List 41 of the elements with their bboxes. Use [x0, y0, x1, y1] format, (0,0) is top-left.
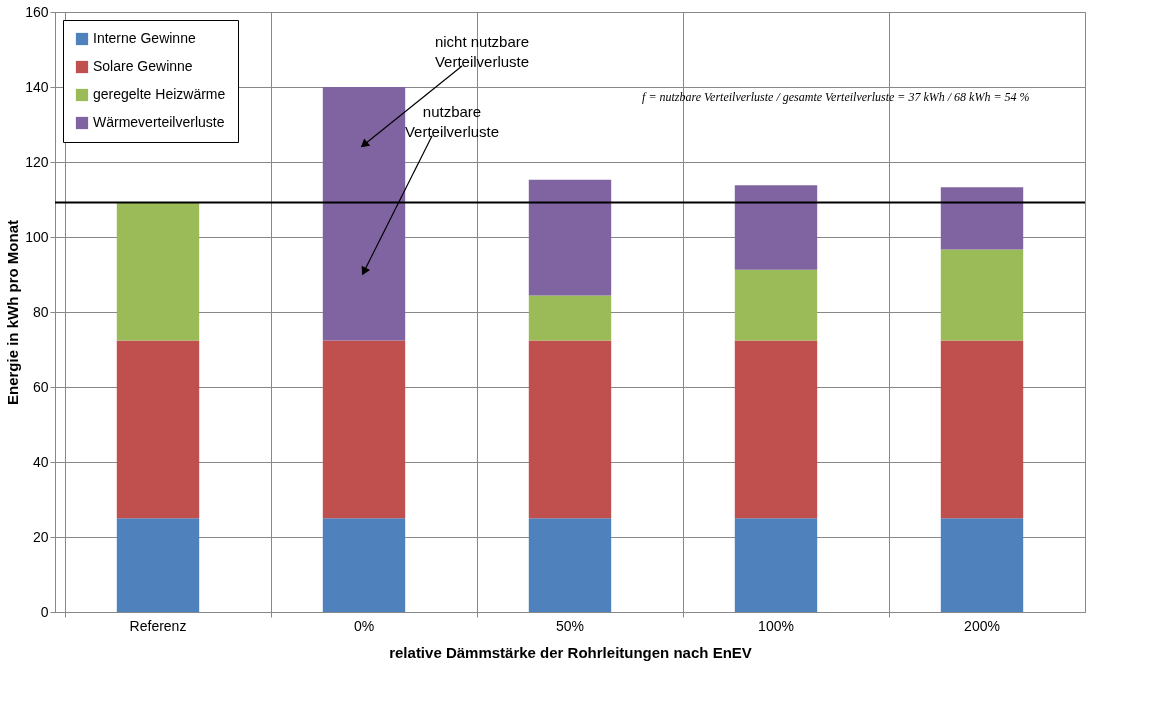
annotation: nicht nutzbare Verteilverluste [434, 33, 530, 70]
bar [322, 518, 406, 612]
bar [734, 185, 818, 270]
legend-label: Interne Gewinne [93, 30, 196, 46]
y-tick-label: 120 [25, 153, 49, 170]
legend-label: Wärmeverteilverluste [93, 114, 225, 130]
y-tick-label: 140 [25, 78, 49, 95]
bar [528, 179, 612, 296]
bar [116, 202, 200, 341]
x-tick-label: Referenz [129, 617, 187, 634]
bar [940, 340, 1024, 519]
x-tick-label: 100% [758, 617, 794, 634]
annotation: nutzbare Verteilverluste [404, 103, 500, 140]
legend-label: geregelte Heizwärme [93, 86, 226, 102]
bar [734, 518, 818, 612]
y-tick-label: 60 [32, 378, 49, 395]
bar [322, 87, 406, 341]
bar [528, 295, 612, 341]
bar [528, 340, 612, 519]
bar [322, 340, 406, 519]
y-tick-label: 20 [32, 528, 49, 545]
x-axis-title: relative Dämmstärke der Rohrleitungen nach EnEV [389, 643, 752, 661]
y-tick-label: 0 [40, 603, 49, 620]
bar [940, 187, 1024, 250]
y-tick-label: 40 [32, 453, 49, 470]
bar [940, 249, 1024, 341]
y-tick-label: 80 [32, 303, 49, 320]
bar [734, 269, 818, 341]
x-tick-label: 200% [964, 617, 1000, 634]
bar [116, 518, 200, 612]
y-axis-title: Energie in kWh pro Monat [4, 219, 22, 406]
y-tick-label: 160 [25, 3, 49, 20]
bar [528, 518, 612, 612]
bar [116, 340, 200, 519]
legend-label: Solare Gewinne [93, 58, 193, 74]
y-tick-label: 100 [25, 228, 49, 245]
annotation: f = nutzbare Verteilverluste / gesamte Verteilverluste = 37 kWh / 68 kWh = 54 % [642, 90, 1030, 104]
bar [734, 340, 818, 519]
bar [940, 518, 1024, 612]
x-tick-label: 50% [555, 617, 585, 634]
x-tick-label: 0% [353, 617, 375, 634]
